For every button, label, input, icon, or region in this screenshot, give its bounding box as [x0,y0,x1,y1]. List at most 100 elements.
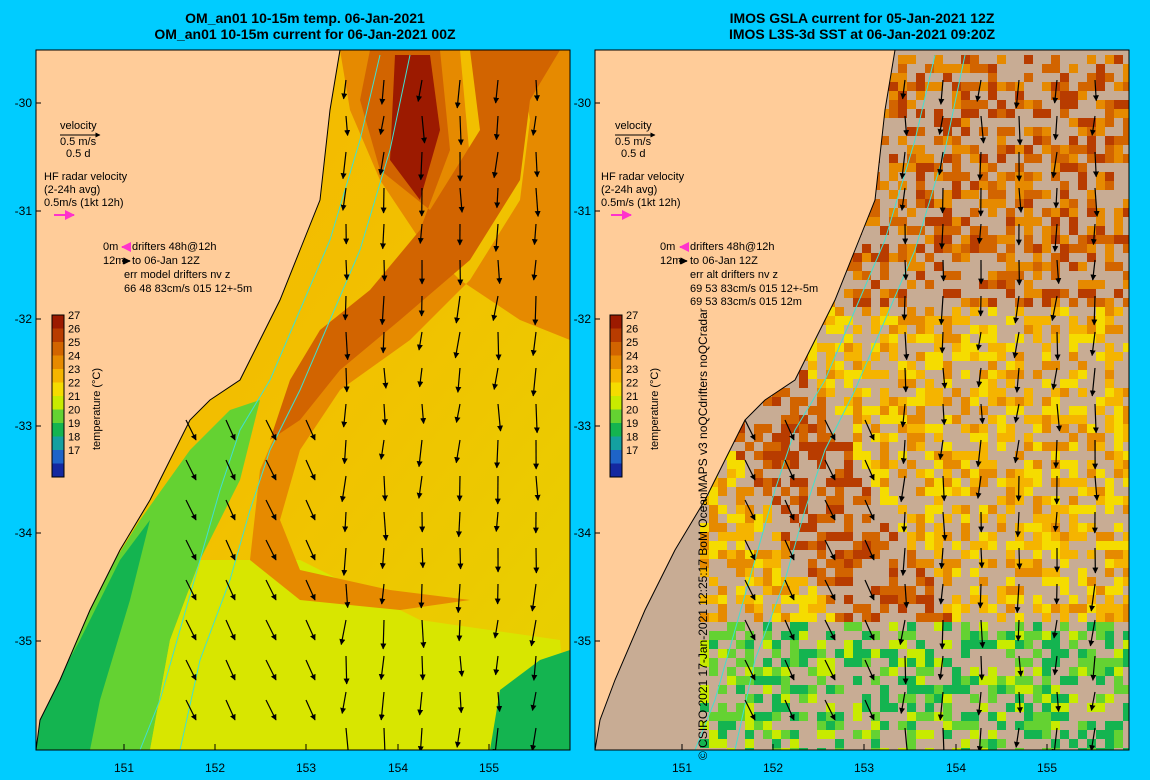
right-colorbar-swatch [610,409,622,423]
left-title-line2: OM_an01 10-15m current for 06-Jan-2021 0… [154,26,456,42]
left-lat-tick-label: -33 [15,419,33,433]
left-colorbar-swatch [52,315,64,329]
left-hf-label: HF radar velocity [44,171,128,183]
right-lat-tick-label: -33 [574,419,592,433]
right-map-panel [595,50,1129,750]
right-lat-tick-label: -34 [574,526,592,540]
right-lat-tick-label: -32 [574,312,592,326]
left-err-header: err model drifters nv z [124,269,230,281]
right-colorbar-swatch [610,463,622,477]
left-hf-avg: (2-24h avg) [44,184,100,196]
left-legend: velocity 0.5 m/s 0.5 d HF radar velocity… [44,120,252,295]
copyright-sidebar: © CSIRO 2021 17-Jan-2021 12:25:17 BoM Oc… [696,308,711,760]
right-err-header: err alt drifters nv z [690,269,778,281]
left-colorbar-swatch [52,423,64,437]
map-axes: -30 -30 -31 -31 -32 -32 -33 -33 -34 -34 -35 -35 151 1… [15,96,1058,775]
left-colorbar-swatch [52,328,64,342]
right-hf-scale: 0.5m/s (1kt 12h) [601,197,680,209]
right-isobath-2 [734,54,966,750]
left-lat-tick-label: -34 [15,526,33,540]
left-map-panel [36,50,570,750]
right-colorbar-swatch [610,328,622,342]
left-lon-tick-label: 152 [205,761,225,775]
right-lon-tick-label: 153 [854,761,874,775]
right-err-values-12m: 69 53 83cm/s 015 12m [690,296,802,308]
right-colorbar-tick: 17 [626,445,638,457]
right-colorbar-tick: 22 [626,378,638,390]
left-colorbar-swatch [52,436,64,450]
right-map-frame [594,49,1130,751]
right-hf-label: HF radar velocity [601,171,685,183]
left-lon-tick-label: 153 [296,761,316,775]
left-lat-tick-label: -32 [15,312,33,326]
right-drifters-depth12: 12m [660,255,681,267]
right-velocity-scale: 0.5 m/s [615,136,652,148]
left-lon-tick-label: 155 [479,761,499,775]
right-colorbar-swatch [610,382,622,396]
right-velocity-label: velocity [615,120,652,132]
left-colorbar-swatch [52,463,64,477]
left-map-title: OM_an01 10-15m temp. 06-Jan-2021 OM_an01… [40,10,570,42]
left-drifters-label: drifters 48h@12h [132,241,217,253]
left-velocity-scale: 0.5 m/s [60,136,97,148]
right-colorbar-tick: 27 [626,310,638,322]
left-colorbar-swatch [52,396,64,410]
left-colorbar-tick: 23 [68,364,80,376]
left-mild-water [150,560,570,750]
right-lon-tick-label: 155 [1037,761,1057,775]
right-colorbar-swatch [610,315,622,329]
left-isobath-2 [179,54,411,750]
right-title-line1: IMOS GSLA current for 05-Jan-2021 12Z [729,10,995,26]
right-colorbar-tick: 21 [626,391,638,403]
left-isobath-1 [139,54,381,750]
left-colorbar-tick: 20 [68,405,80,417]
left-velocity-arrows [185,79,541,750]
left-map-frame [35,49,571,751]
left-drifters-window: to 06-Jan 12Z [132,255,200,267]
right-lat-tick-label: -35 [574,634,592,648]
left-cold-coastal-water [36,520,150,750]
left-colorbar-swatch [52,450,64,464]
left-colorbar-swatch [52,355,64,369]
left-velocity-label: velocity [60,120,97,132]
right-colorbar-swatch [610,355,622,369]
left-colorbar-label: temperature (°C) [91,368,103,450]
right-drifters-label: drifters 48h@12h [690,241,775,253]
right-colorbar-swatch [610,396,622,410]
left-lon-tick-label: 151 [114,761,134,775]
left-land-mass [36,50,341,750]
right-colorbar-tick: 23 [626,364,638,376]
left-drifters-depth12: 12m [103,255,124,267]
right-lon-tick-label: 151 [672,761,692,775]
right-colorbar-swatch [610,342,622,356]
left-colorbar-swatch [52,369,64,383]
left-hf-scale: 0.5m/s (1kt 12h) [44,197,123,209]
right-err-values: 69 53 83cm/s 015 12+-5m [690,283,818,295]
right-velocity-time: 0.5 d [621,148,645,160]
left-colorbar-swatch [52,409,64,423]
left-colorbar-tick: 18 [68,432,80,444]
left-lon-tick-label: 154 [388,761,408,775]
left-lat-tick-label: -30 [15,96,33,110]
left-warm-current [250,50,570,610]
left-colorbar-tick: 26 [68,324,80,336]
right-colorbar-tick: 20 [626,405,638,417]
right-colorbar-swatch [610,369,622,383]
left-colorbar-tick: 17 [68,445,80,457]
right-hf-avg: (2-24h avg) [601,184,657,196]
left-colorbar-tick: 24 [68,351,80,363]
left-colorbar-swatch [52,342,64,356]
left-colorbar-tick: 25 [68,337,80,349]
left-err-values: 66 48 83cm/s 015 12+-5m [124,283,252,295]
right-lon-tick-label: 152 [763,761,783,775]
right-colorbar-tick: 25 [626,337,638,349]
right-colorbar-label: temperature (°C) [649,368,661,450]
left-drifters-depth0: 0m [103,241,118,253]
right-lon-tick-label: 154 [946,761,966,775]
right-velocity-arrows [744,79,1100,750]
right-colorbar-tick: 18 [626,432,638,444]
right-colorbar-swatch [610,436,622,450]
right-legend: velocity 0.5 m/s 0.5 d HF radar velocity… [601,120,818,308]
